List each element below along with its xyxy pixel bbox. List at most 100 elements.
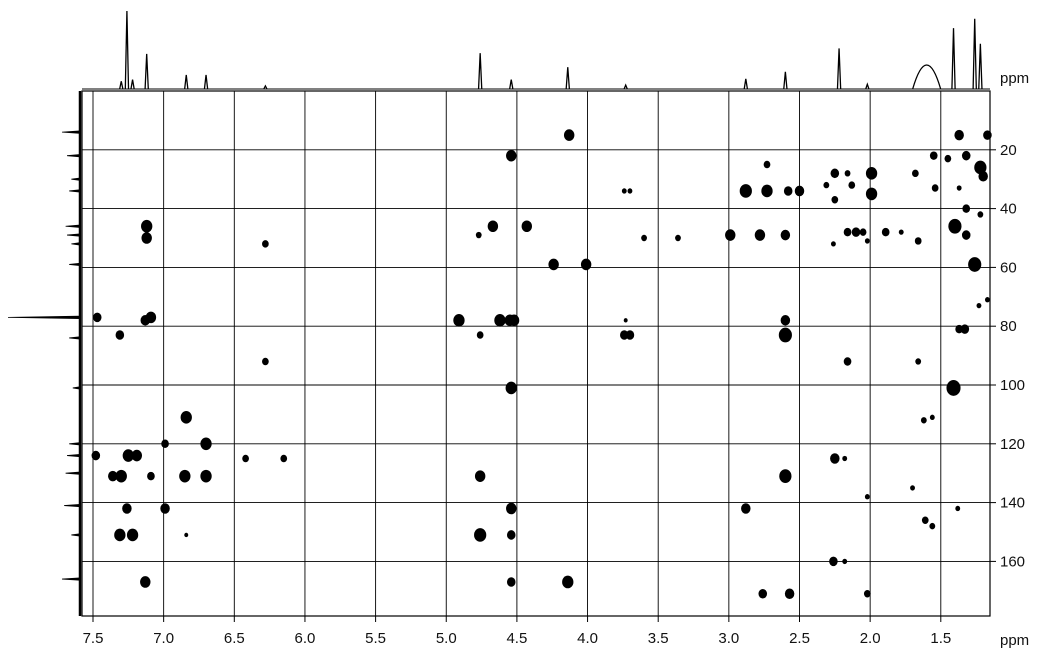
cross-peak xyxy=(978,170,988,182)
y-tick-label: 160 xyxy=(1000,553,1025,570)
carbon-peak xyxy=(65,224,81,228)
y-axis-ticks: 20 40 60 80 100 120 140 160 xyxy=(990,142,1025,570)
y-tick-label: 120 xyxy=(1000,436,1025,453)
x-tick-label: 3.5 xyxy=(648,630,669,647)
proton-peak xyxy=(743,78,749,90)
cross-peak xyxy=(844,170,851,177)
carbon-peak xyxy=(69,336,81,340)
cross-peak xyxy=(114,528,126,542)
proton-peak xyxy=(836,48,842,90)
y-tick-label: 20 xyxy=(1000,142,1017,159)
cross-peak xyxy=(580,258,592,271)
cross-peak xyxy=(864,238,870,244)
cross-peak xyxy=(956,185,962,191)
cross-peak xyxy=(976,302,982,309)
cross-peak xyxy=(131,449,143,462)
x-tick-label: 4.5 xyxy=(506,630,527,647)
carbon-peak xyxy=(67,154,81,158)
cross-peak xyxy=(931,184,939,192)
x-tick-label: 6.0 xyxy=(295,630,316,647)
cross-peak xyxy=(91,450,101,461)
cross-peak xyxy=(506,530,516,540)
cross-peak xyxy=(506,577,516,587)
cross-peak xyxy=(122,503,132,514)
cross-peak xyxy=(147,471,155,481)
cross-peak xyxy=(476,331,484,339)
cross-peak xyxy=(983,130,992,140)
cross-peak xyxy=(494,314,506,327)
cross-peak xyxy=(829,556,838,567)
x-tick-label: 4.0 xyxy=(577,630,598,647)
cross-peak xyxy=(161,439,169,449)
cross-peak xyxy=(974,160,987,175)
cross-peak xyxy=(122,449,134,462)
cross-peak xyxy=(962,204,971,213)
cross-peak xyxy=(262,357,269,366)
cross-peak xyxy=(929,522,936,530)
cross-peak xyxy=(842,558,848,565)
proton-projection-spectrum xyxy=(82,10,990,90)
cross-peak xyxy=(621,188,627,194)
cross-peak xyxy=(784,588,795,600)
carbon-peak xyxy=(67,233,81,237)
cross-peak xyxy=(865,187,878,201)
cross-peak xyxy=(881,227,890,237)
cross-peak xyxy=(780,315,791,326)
cross-peak xyxy=(562,575,574,589)
proton-peak xyxy=(477,53,483,90)
cross-peak xyxy=(946,380,961,396)
y-tick-label: 40 xyxy=(1000,201,1017,218)
proton-peak xyxy=(978,43,983,90)
cross-peak xyxy=(179,469,191,483)
x-tick-label: 7.5 xyxy=(83,630,104,647)
cross-peak xyxy=(741,503,751,514)
cross-peak xyxy=(984,297,990,303)
cross-peak xyxy=(865,167,878,180)
cross-peak xyxy=(200,437,212,451)
cross-peak xyxy=(830,168,840,179)
cross-peak xyxy=(725,229,736,241)
cross-peak xyxy=(864,494,870,500)
carbon-peak xyxy=(67,453,81,458)
carbon-peak xyxy=(71,177,81,181)
cross-peak xyxy=(506,149,517,162)
x-tick-label: 3.0 xyxy=(718,630,739,647)
cross-peak xyxy=(780,229,791,241)
carbon-peak xyxy=(69,189,81,193)
proton-peak xyxy=(124,10,130,90)
cross-peak xyxy=(914,237,922,245)
cross-peak xyxy=(842,455,848,462)
proton-peak xyxy=(144,53,149,90)
carbon-peak xyxy=(7,315,81,319)
proton-peak xyxy=(509,79,514,90)
cross-peak xyxy=(563,129,575,141)
cross-peak xyxy=(474,470,486,482)
carbon-peak xyxy=(71,533,81,537)
y-tick-label: 100 xyxy=(1000,377,1025,394)
cross-peak xyxy=(863,590,871,598)
cross-peak xyxy=(912,169,919,178)
x-tick-label: 2.5 xyxy=(789,630,810,647)
cross-peak xyxy=(184,532,189,538)
cross-peak xyxy=(242,454,249,463)
cross-peak xyxy=(779,469,792,483)
cross-peak xyxy=(859,228,867,236)
proton-peak xyxy=(203,74,209,90)
cross-peak xyxy=(977,211,984,218)
cross-peak xyxy=(115,330,125,340)
cross-peak xyxy=(910,485,915,491)
cross-peak xyxy=(948,218,962,234)
x-tick-label: 5.5 xyxy=(365,630,386,647)
cross-peak xyxy=(625,330,635,340)
cross-peak xyxy=(675,234,681,242)
x-tick-label: 5.0 xyxy=(436,630,457,647)
y-tick-label: 60 xyxy=(1000,259,1017,276)
cross-peak xyxy=(180,411,192,424)
cross-peak xyxy=(108,470,118,482)
cross-peak xyxy=(115,469,127,483)
cross-peak xyxy=(280,454,288,463)
cross-peak xyxy=(627,188,633,194)
carbon-peak xyxy=(65,471,81,475)
cross-peak xyxy=(126,528,139,542)
x-tick-label: 2.0 xyxy=(860,630,881,647)
